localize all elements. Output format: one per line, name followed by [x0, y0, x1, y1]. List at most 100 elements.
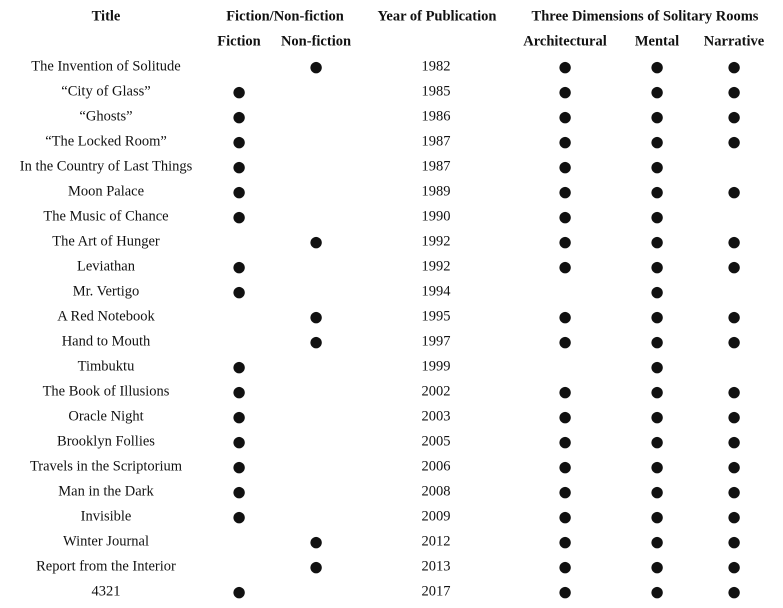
dot: ● [650, 358, 663, 376]
dot: ● [650, 58, 663, 76]
dot: ● [650, 483, 663, 501]
dot: ● [558, 583, 571, 601]
dot: ● [558, 58, 571, 76]
title-cell: Hand to Mouth [62, 333, 151, 349]
dot: ● [309, 308, 322, 326]
year-cell: 1987 [422, 158, 451, 174]
dot: ● [558, 83, 571, 101]
dot: ● [650, 558, 663, 576]
title-cell: Moon Palace [68, 183, 144, 199]
dot: ● [650, 108, 663, 126]
header-cell: Fiction/Non-fiction [226, 8, 344, 24]
dot: ● [232, 483, 245, 501]
dot: ● [727, 508, 740, 526]
dot: ● [650, 583, 663, 601]
dot: ● [727, 133, 740, 151]
dot: ● [232, 258, 245, 276]
dot: ● [232, 208, 245, 226]
subheader-cell: Mental [635, 33, 679, 49]
dot: ● [309, 558, 322, 576]
dot: ● [309, 533, 322, 551]
dot: ● [309, 333, 322, 351]
dot: ● [727, 383, 740, 401]
dot: ● [650, 283, 663, 301]
dot: ● [727, 458, 740, 476]
year-cell: 1992 [422, 233, 451, 249]
year-cell: 1999 [422, 358, 451, 374]
year-cell: 2017 [422, 583, 451, 599]
title-cell: “The Locked Room” [45, 133, 167, 149]
year-cell: 2008 [422, 483, 451, 499]
title-cell: 4321 [92, 583, 121, 599]
year-cell: 1989 [422, 183, 451, 199]
dot: ● [558, 458, 571, 476]
year-cell: 1992 [422, 258, 451, 274]
dot: ● [309, 233, 322, 251]
title-cell: In the Country of Last Things [20, 158, 193, 174]
dot: ● [232, 158, 245, 176]
year-cell: 1985 [422, 83, 451, 99]
year-cell: 2002 [422, 383, 451, 399]
year-cell: 2005 [422, 433, 451, 449]
title-cell: The Music of Chance [43, 208, 168, 224]
dot: ● [558, 433, 571, 451]
dot: ● [232, 183, 245, 201]
year-cell: 1994 [422, 283, 452, 299]
year-cell: 1997 [422, 333, 451, 349]
dot: ● [650, 183, 663, 201]
dot: ● [727, 533, 740, 551]
dot: ● [727, 258, 740, 276]
dot: ● [727, 558, 740, 576]
dot: ● [727, 83, 740, 101]
title-cell: Oracle Night [68, 408, 143, 424]
dot: ● [558, 258, 571, 276]
dot: ● [558, 508, 571, 526]
dot: ● [558, 183, 571, 201]
dot: ● [650, 533, 663, 551]
dot: ● [558, 383, 571, 401]
title-cell: Leviathan [77, 258, 136, 274]
dot: ● [558, 483, 571, 501]
dot: ● [650, 433, 663, 451]
subheader-cell: Fiction [217, 33, 261, 49]
year-cell: 2013 [422, 558, 451, 574]
dot: ● [650, 308, 663, 326]
header-cell: Three Dimensions of Solitary Rooms [532, 8, 759, 24]
dot: ● [727, 583, 740, 601]
title-cell: The Book of Illusions [43, 383, 170, 399]
header-cell: Year of Publication [378, 8, 497, 24]
title-cell: “Ghosts” [79, 108, 132, 124]
dot: ● [650, 133, 663, 151]
dot: ● [232, 358, 245, 376]
dot: ● [727, 483, 740, 501]
dot: ● [558, 233, 571, 251]
dot: ● [650, 508, 663, 526]
year-cell: 1986 [422, 108, 451, 124]
dot: ● [727, 58, 740, 76]
dot: ● [558, 558, 571, 576]
dot: ● [727, 433, 740, 451]
year-cell: 2012 [422, 533, 451, 549]
year-cell: 1995 [422, 308, 451, 324]
dot: ● [232, 83, 245, 101]
title-cell: A Red Notebook [57, 308, 155, 324]
dot: ● [558, 158, 571, 176]
title-cell: Brooklyn Follies [57, 433, 155, 449]
dot: ● [232, 433, 245, 451]
title-cell: The Invention of Solitude [31, 58, 180, 74]
dot: ● [558, 533, 571, 551]
dot: ● [650, 83, 663, 101]
dot: ● [232, 108, 245, 126]
title-cell: Man in the Dark [58, 483, 154, 499]
title-cell: “City of Glass” [61, 83, 150, 99]
dot: ● [232, 583, 245, 601]
dot: ● [727, 183, 740, 201]
subheader-cell: Non-fiction [281, 33, 351, 49]
year-cell: 2006 [422, 458, 451, 474]
dot: ● [727, 108, 740, 126]
dot: ● [727, 408, 740, 426]
dot: ● [650, 258, 663, 276]
header-cell: Title [92, 8, 121, 24]
dot: ● [309, 58, 322, 76]
